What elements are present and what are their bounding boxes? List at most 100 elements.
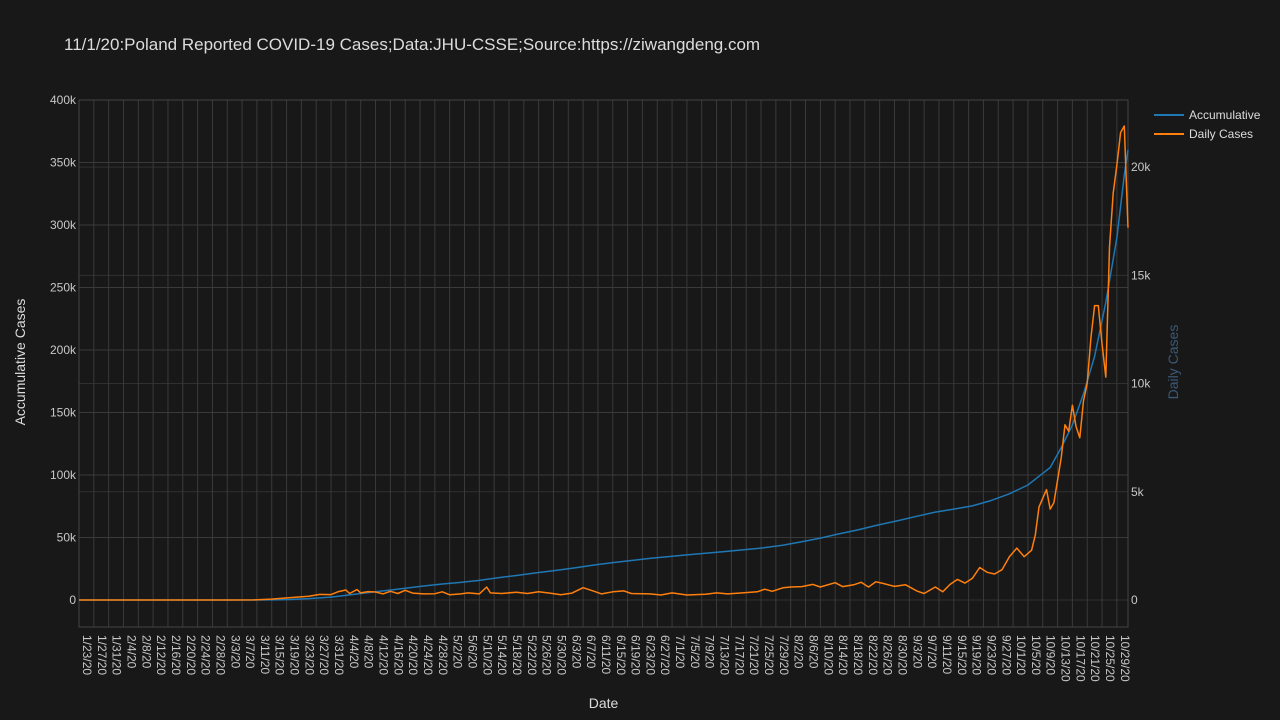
x-tick-label: 5/2/20 [451,635,465,669]
x-tick-label: 2/16/20 [169,635,183,675]
x-tick-label: 9/15/20 [955,635,969,675]
chart-title: 11/1/20:Poland Reported COVID-19 Cases;D… [64,35,760,54]
y-axis-title: Accumulative Cases [12,299,28,426]
x-tick-label: 4/28/20 [436,635,450,675]
x-tick-label: 10/25/20 [1103,635,1117,682]
y2-tick-label: 5k [1131,485,1145,499]
y-tick-label: 150k [50,406,77,420]
x-tick-label: 2/24/20 [199,635,213,675]
x-tick-label: 9/19/20 [970,635,984,675]
x-axis-ticks: 1/23/20 1/27/20 1/31/20 2/4/20 2/8/20 2/12/20… [80,635,1132,682]
x-tick-label: 5/30/20 [554,635,568,675]
legend-item[interactable]: Accumulative [1154,108,1261,122]
y-tick-label: 50k [57,531,77,545]
x-tick-label: 6/27/20 [658,635,672,675]
x-tick-label: 9/11/20 [940,635,954,674]
x-tick-label: 6/3/20 [569,635,583,669]
x-tick-label: 10/1/20 [1014,635,1028,675]
x-tick-label: 8/26/20 [881,635,895,675]
series-line-daily-cases [79,125,1129,601]
x-tick-label: 2/8/20 [139,635,153,669]
plot-area [78,99,1129,628]
x-tick-label: 9/3/20 [910,635,924,669]
x-tick-label: 7/1/20 [673,635,687,669]
x-tick-label: 3/27/20 [317,635,331,675]
x-tick-label: 10/5/20 [1029,635,1043,675]
y2-axis-title: Daily Cases [1165,325,1181,400]
x-tick-label: 5/10/20 [480,635,494,675]
x-tick-label: 10/9/20 [1044,635,1058,675]
x-tick-label: 2/28/20 [213,635,227,675]
x-tick-label: 4/16/20 [391,635,405,675]
x-tick-label: 8/30/20 [895,635,909,675]
x-tick-label: 3/23/20 [302,635,316,675]
series-layer [79,125,1129,601]
y-tick-label: 100k [50,468,77,482]
y2-tick-label: 10k [1131,377,1151,391]
x-tick-label: 5/26/20 [540,635,554,675]
y-tick-label: 250k [50,281,77,295]
x-tick-label: 1/23/20 [80,635,94,675]
x-tick-label: 7/5/20 [688,635,702,669]
x-tick-label: 5/22/20 [525,635,539,675]
x-tick-label: 7/21/20 [747,635,761,675]
series-line-accumulative [79,149,1129,601]
y2-axis-ticks: 0 5k 10k 15k 20k [1131,160,1151,607]
x-tick-label: 1/31/20 [110,635,124,675]
x-tick-label: 1/27/20 [95,635,109,675]
x-tick-label: 8/2/20 [792,635,806,669]
x-tick-label: 6/7/20 [584,635,598,669]
x-tick-label: 3/19/20 [288,635,302,675]
x-tick-label: 7/9/20 [703,635,717,669]
y2-tick-label: 15k [1131,268,1151,282]
x-tick-label: 7/29/20 [777,635,791,675]
x-tick-label: 7/25/20 [762,635,776,675]
y-axis-ticks: 0 50k 100k 150k 200k 250k 300k 350k 400k [50,93,77,607]
x-tick-label: 4/4/20 [347,635,361,669]
x-tick-label: 6/15/20 [614,635,628,675]
legend-item[interactable]: Daily Cases [1154,127,1253,141]
x-tick-label: 3/15/20 [273,635,287,675]
x-tick-label: 8/14/20 [836,635,850,675]
y-tick-label: 300k [50,218,77,232]
x-tick-label: 5/18/20 [510,635,524,675]
x-tick-label: 3/3/20 [228,635,242,669]
x-tick-label: 3/31/20 [332,635,346,675]
legend-label: Daily Cases [1189,127,1253,141]
x-tick-label: 8/10/20 [821,635,835,675]
y2-tick-label: 0 [1131,593,1138,607]
x-tick-label: 6/23/20 [643,635,657,675]
x-tick-label: 3/11/20 [258,635,272,674]
y-tick-label: 0 [69,593,76,607]
y2-tick-label: 20k [1131,160,1151,174]
x-tick-label: 4/20/20 [406,635,420,675]
x-tick-label: 8/22/20 [866,635,880,675]
x-tick-label: 6/19/20 [629,635,643,675]
x-tick-label: 8/6/20 [807,635,821,669]
y-tick-label: 200k [50,343,77,357]
x-tick-label: 8/18/20 [851,635,865,675]
x-tick-label: 10/17/20 [1073,635,1087,682]
x-tick-label: 7/13/20 [718,635,732,675]
x-tick-label: 4/12/20 [377,635,391,675]
grid-lines [78,99,1128,627]
x-tick-label: 9/7/20 [925,635,939,669]
x-tick-label: 6/11/20 [599,635,613,674]
x-tick-label: 7/17/20 [732,635,746,675]
y-tick-label: 400k [50,93,77,107]
x-tick-label: 9/23/20 [984,635,998,675]
x-tick-label: 9/27/20 [999,635,1013,675]
x-tick-label: 2/12/20 [154,635,168,675]
x-tick-label: 3/7/20 [243,635,257,669]
x-tick-label: 10/21/20 [1088,635,1102,682]
x-axis-title: Date [589,695,619,711]
y-tick-label: 350k [50,156,77,170]
legend[interactable]: Accumulative Daily Cases [1154,108,1261,141]
x-tick-label: 4/24/20 [421,635,435,675]
x-tick-label: 4/8/20 [362,635,376,669]
x-tick-label: 10/29/20 [1118,635,1132,682]
legend-label: Accumulative [1189,108,1261,122]
x-tick-label: 2/4/20 [124,635,138,669]
